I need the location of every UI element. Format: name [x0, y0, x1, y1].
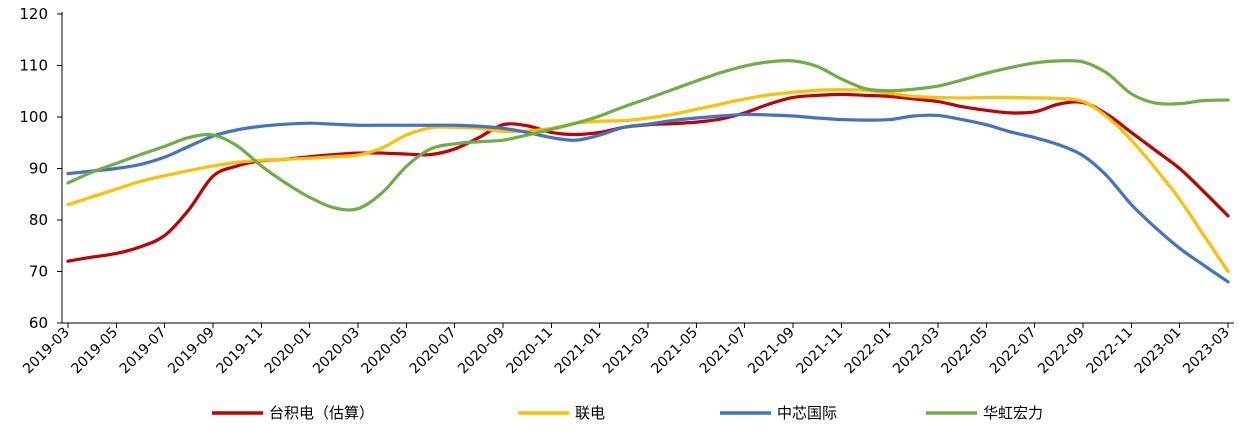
y-tick-label: 110 — [19, 57, 48, 75]
x-tick-label: 2022-09 — [1035, 325, 1088, 378]
series-line-1 — [66, 88, 1230, 274]
legend-label-2: 中芯国际 — [777, 404, 837, 422]
x-tick-label: 2020-03 — [310, 325, 363, 378]
x-tick-label: 2020-05 — [358, 325, 411, 378]
x-tick-label: 2023-01 — [1132, 325, 1185, 378]
x-tick-label: 2020-07 — [407, 325, 460, 378]
x-tick-label: 2022-01 — [842, 325, 895, 378]
x-tick-label: 2022-05 — [938, 325, 991, 378]
y-tick-label: 70 — [29, 263, 48, 281]
x-tick-label: 2019-11 — [213, 325, 266, 378]
y-tick-label: 120 — [19, 5, 48, 23]
legend-label-1: 联电 — [575, 404, 605, 422]
legend-label-0: 台积电（估算） — [269, 404, 374, 422]
legend: 台积电（估算） 联电 中芯国际 华虹宏力 — [212, 404, 1043, 422]
x-tick-label: 2021-01 — [552, 325, 605, 378]
x-tick-label: 2019-09 — [165, 325, 218, 378]
y-tick-label: 60 — [29, 314, 48, 332]
x-tick-label: 2019-05 — [68, 325, 121, 378]
series-lines — [66, 58, 1230, 284]
x-tick-label: 2023-03 — [1180, 325, 1233, 378]
x-tick-label: 2021-09 — [745, 325, 798, 378]
x-tick-label: 2020-11 — [503, 325, 556, 378]
legend-label-3: 华虹宏力 — [983, 404, 1043, 422]
x-tick-label: 2021-05 — [648, 325, 701, 378]
y-tick-label: 100 — [19, 108, 48, 126]
x-tick-label: 2022-03 — [890, 325, 943, 378]
series-line-3 — [66, 58, 1230, 212]
x-tick-label: 2022-07 — [987, 325, 1040, 378]
y-tick-label: 80 — [29, 211, 48, 229]
x-tick-label: 2020-09 — [455, 325, 508, 378]
x-tick-label: 2022-11 — [1083, 325, 1136, 378]
x-tick-label: 2021-03 — [600, 325, 653, 378]
x-tick-label: 2019-03 — [20, 325, 73, 378]
y-axis: 60 70 80 90 100 110 120 — [19, 5, 63, 332]
x-tick-label: 2020-01 — [262, 325, 315, 378]
series-line-2 — [66, 112, 1230, 284]
x-tick-label: 2021-07 — [697, 325, 750, 378]
x-axis: 2019-032019-052019-072019-092019-112020-… — [20, 322, 1234, 378]
x-tick-label: 2021-11 — [793, 325, 846, 378]
y-tick-label: 90 — [29, 160, 48, 178]
x-tick-label: 2019-07 — [117, 325, 170, 378]
